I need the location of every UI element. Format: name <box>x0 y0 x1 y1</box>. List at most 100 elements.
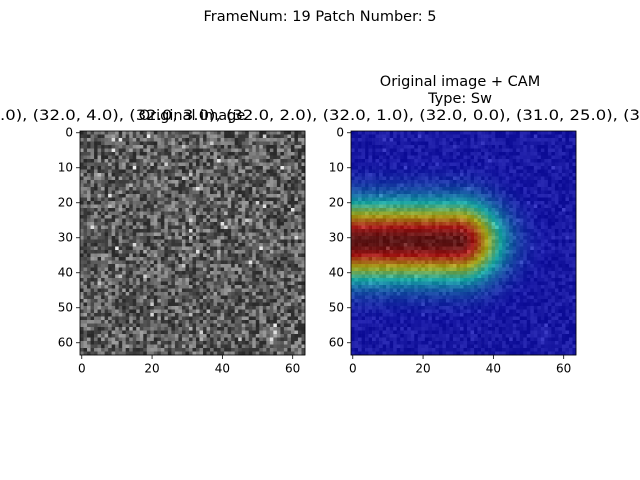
pixel <box>238 148 243 153</box>
pixel <box>80 162 84 167</box>
pixel <box>280 232 285 237</box>
pixel <box>224 173 228 177</box>
pixel <box>80 141 84 146</box>
pixel <box>213 351 218 356</box>
pixel <box>231 337 235 342</box>
pixel <box>80 232 84 237</box>
pixel <box>181 145 186 149</box>
pixel <box>203 330 207 335</box>
pixel <box>248 239 253 244</box>
pixel <box>354 173 359 177</box>
pixel <box>238 204 243 209</box>
pixel <box>174 141 179 146</box>
pixel <box>178 267 183 272</box>
pixel <box>294 243 299 247</box>
pixel <box>97 288 102 293</box>
pixel <box>297 243 302 247</box>
pixel <box>108 260 112 265</box>
pixel <box>174 320 179 324</box>
pixel <box>259 274 264 279</box>
pixel <box>192 285 197 289</box>
pixel <box>174 162 179 167</box>
pixel <box>526 155 531 160</box>
pixel <box>181 253 186 258</box>
pixel <box>87 162 91 167</box>
pixel <box>90 299 95 303</box>
pixel <box>358 176 362 181</box>
pixel <box>132 138 137 142</box>
pixel <box>153 225 158 230</box>
pixel <box>174 169 179 174</box>
pixel <box>428 152 433 156</box>
pixel <box>217 267 221 272</box>
pixel <box>118 271 123 275</box>
pixel <box>206 148 211 153</box>
pixel <box>283 351 288 356</box>
pixel <box>245 222 250 226</box>
pixel <box>540 169 545 174</box>
pixel <box>94 141 98 146</box>
pixel <box>171 330 176 335</box>
pixel <box>185 278 190 282</box>
pixel <box>178 152 183 156</box>
pixel <box>210 208 214 212</box>
pixel <box>118 323 123 328</box>
pixel <box>266 180 271 184</box>
pixel <box>199 134 204 139</box>
pixel <box>87 250 91 254</box>
pixel <box>255 257 260 261</box>
pixel <box>139 222 144 226</box>
pixel <box>178 236 183 240</box>
pixel <box>266 264 271 268</box>
pixel <box>101 302 105 307</box>
pixel <box>463 169 468 174</box>
pixel <box>512 159 517 163</box>
pixel <box>273 141 278 146</box>
pixel <box>129 232 134 237</box>
pixel <box>199 334 204 338</box>
pixel <box>210 204 214 209</box>
pixel <box>196 159 200 163</box>
pixel <box>111 236 116 240</box>
pixel <box>224 232 228 237</box>
pixel <box>238 159 243 163</box>
pixel <box>445 131 450 135</box>
pixel <box>266 323 271 328</box>
pixel <box>213 260 218 265</box>
pixel <box>101 131 105 135</box>
pixel <box>276 337 281 342</box>
pixel <box>255 278 260 282</box>
pixel <box>252 285 257 289</box>
pixel <box>217 295 221 300</box>
pixel <box>181 344 186 349</box>
pixel <box>90 327 95 331</box>
pixel <box>181 281 186 286</box>
pixel <box>438 169 443 174</box>
pixel <box>104 299 109 303</box>
pixel <box>80 253 84 258</box>
pixel <box>287 141 292 146</box>
pixel <box>167 208 172 212</box>
pixel <box>445 148 450 153</box>
pixel <box>206 134 211 139</box>
pixel <box>474 162 478 167</box>
pixel <box>203 267 207 272</box>
pixel <box>572 131 577 135</box>
pixel <box>224 337 228 342</box>
pixel <box>262 257 267 261</box>
pixel <box>283 159 288 163</box>
pixel <box>248 145 253 149</box>
pixel <box>80 250 84 254</box>
pixel <box>108 341 112 345</box>
pixel <box>185 145 190 149</box>
pixel <box>192 292 197 296</box>
pixel <box>153 330 158 335</box>
pixel <box>227 278 232 282</box>
pixel <box>248 320 253 324</box>
pixel <box>245 330 250 335</box>
pixel <box>153 173 158 177</box>
pixel <box>403 131 408 135</box>
pixel <box>164 285 169 289</box>
pixel <box>139 229 144 233</box>
pixel <box>273 295 278 300</box>
